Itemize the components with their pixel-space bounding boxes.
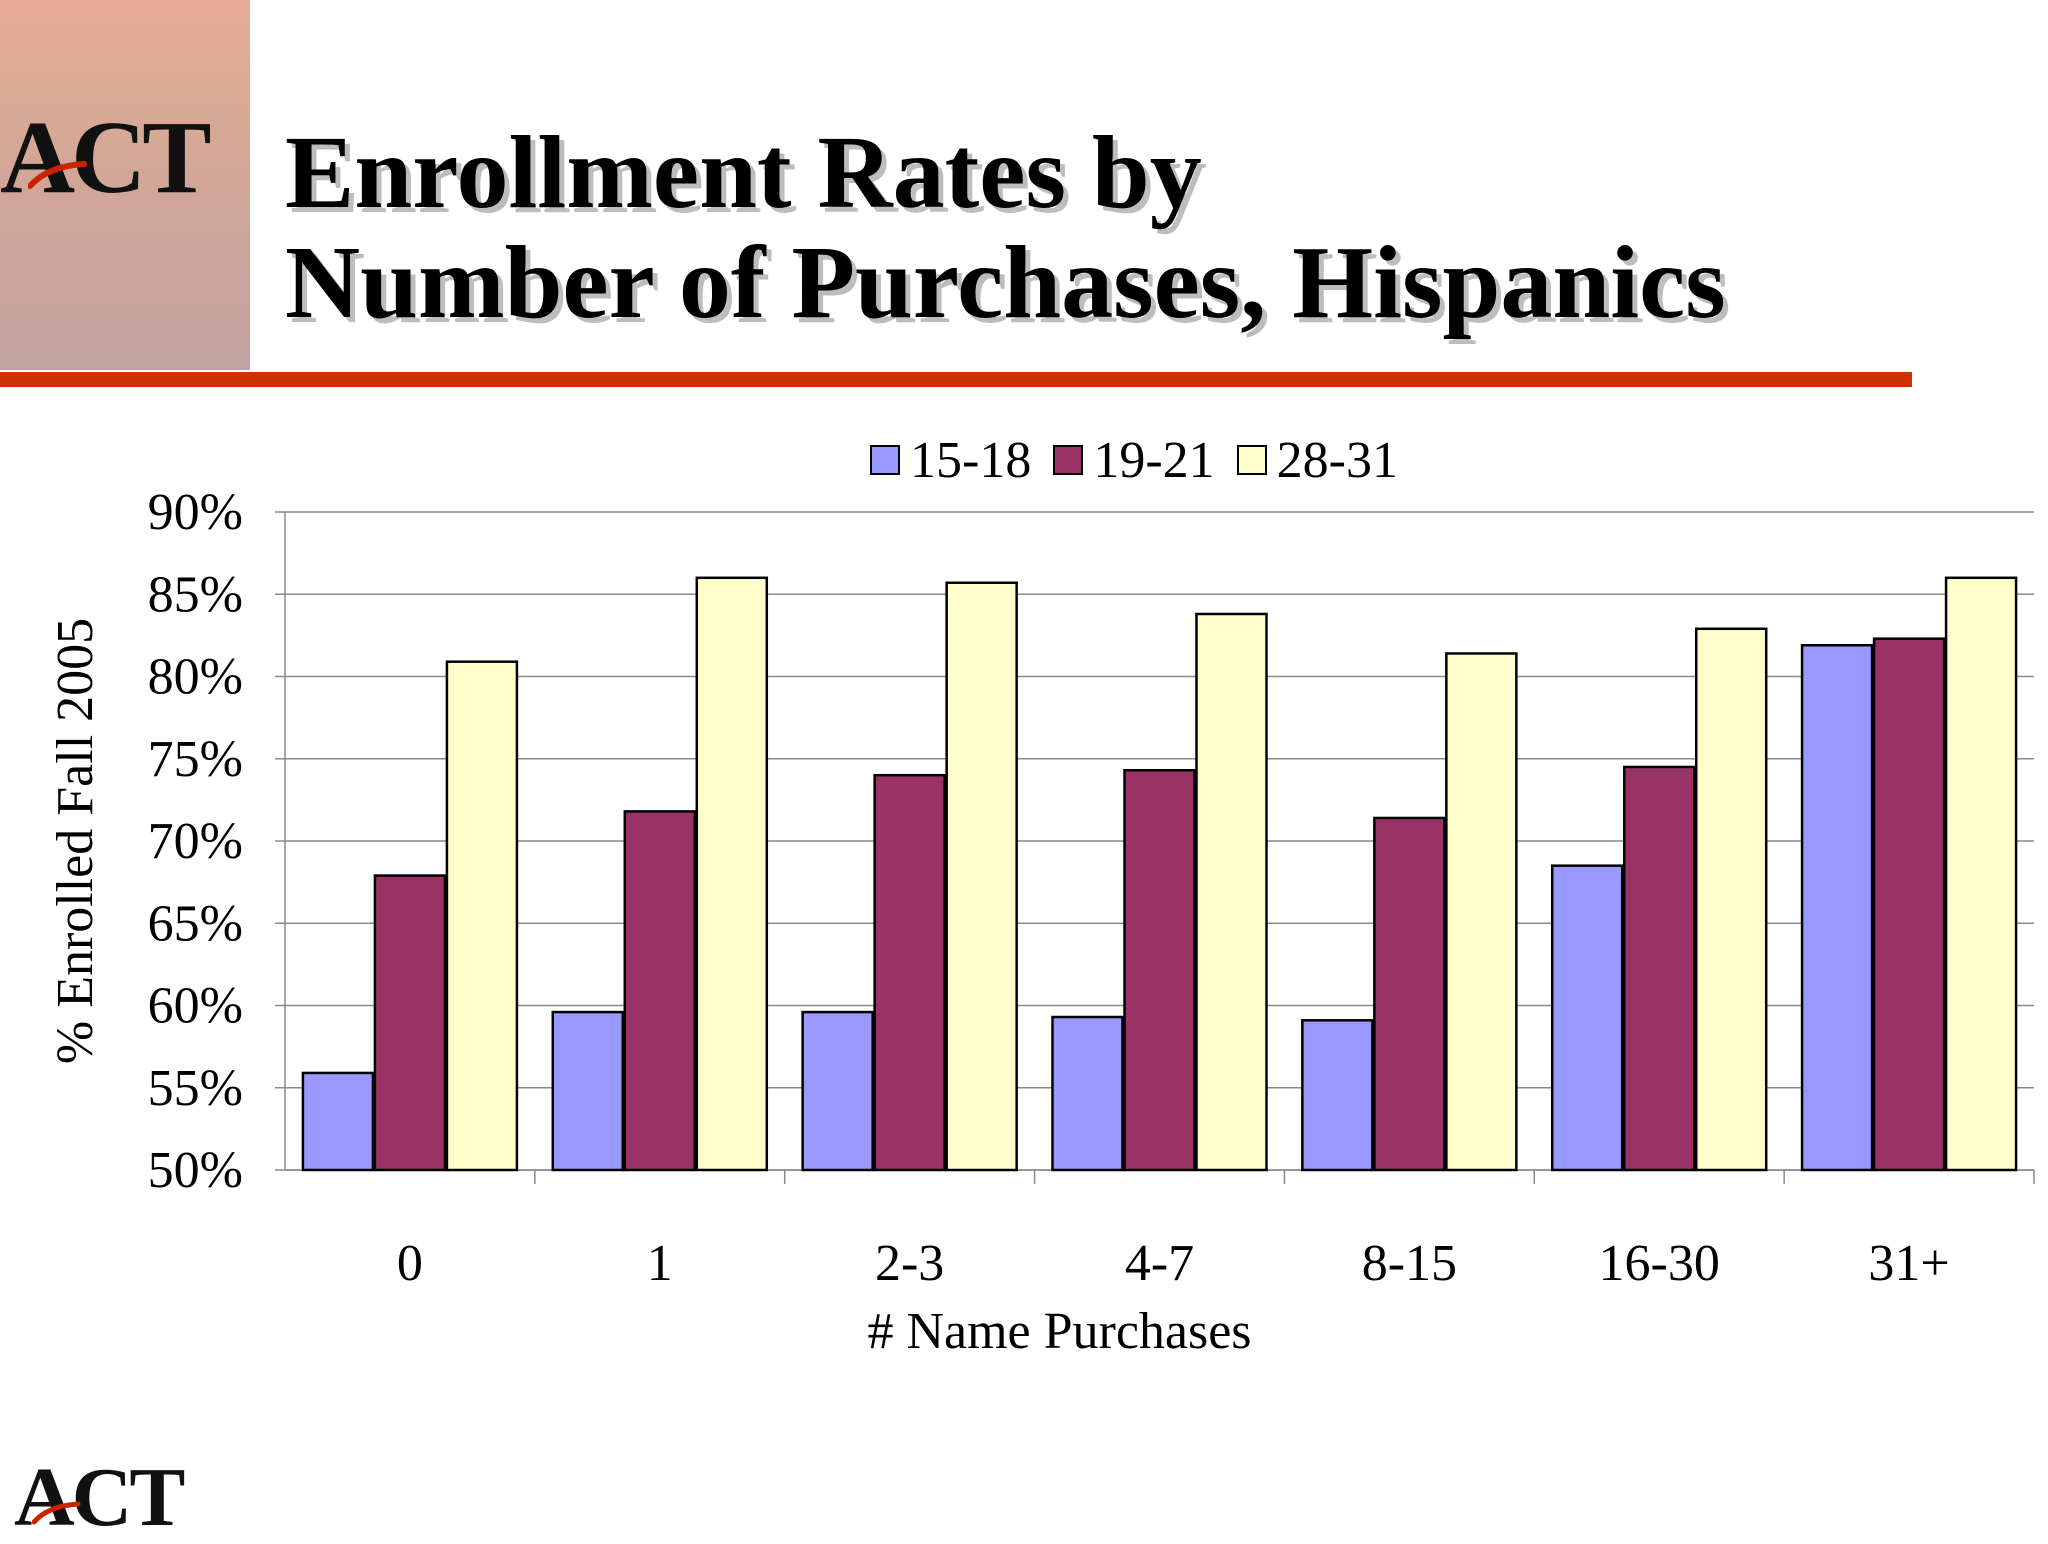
y-tick-label: 60%	[148, 978, 243, 1035]
bar-28-31-31+	[1944, 576, 2018, 1172]
y-tick-label: 90%	[148, 484, 243, 541]
bar-28-31-4-7	[1195, 612, 1268, 1172]
logo-swoosh-icon-bottom	[32, 1501, 81, 1525]
bar-15-18-8-15	[1301, 1019, 1374, 1172]
act-logo-top: ACT	[0, 106, 250, 210]
logo-text-bottom: ACT	[14, 1451, 185, 1544]
bar-19-21-0	[373, 874, 447, 1172]
legend-swatch-15-18	[870, 445, 900, 475]
x-axis-label: # Name Purchases	[867, 1303, 1251, 1360]
bar-15-18-16-30	[1550, 864, 1624, 1172]
legend-item-15-18: 15-18	[870, 431, 1031, 490]
bar-19-21-16-30	[1622, 765, 1696, 1172]
logo-swoosh-icon	[28, 161, 87, 189]
bar-15-18-31+	[1800, 643, 1874, 1172]
page-title: Enrollment Rates by Number of Purchases,…	[285, 118, 1925, 338]
x-tick-label: 4-7	[1125, 1235, 1194, 1292]
bar-28-31-16-30	[1694, 627, 1768, 1172]
title-underline-rule	[0, 372, 1912, 387]
x-tick-label: 8-15	[1362, 1235, 1457, 1292]
bar-15-18-4-7	[1051, 1015, 1124, 1172]
bar-15-18-0	[301, 1071, 375, 1172]
bar-28-31-1	[695, 576, 769, 1172]
header-corner-panel	[0, 0, 250, 370]
bar-15-18-2-3	[801, 1010, 874, 1172]
x-tick-label: 2-3	[875, 1235, 944, 1292]
bar-19-21-31+	[1872, 637, 1946, 1172]
chart-legend: 15-18 19-21 28-31	[870, 430, 1398, 490]
legend-swatch-19-21	[1053, 445, 1084, 475]
legend-label-15-18: 15-18	[910, 431, 1032, 489]
title-line-1: Enrollment Rates by	[285, 115, 1202, 230]
bar-28-31-0	[445, 660, 519, 1172]
bar-19-21-1	[623, 810, 697, 1172]
y-axis-label: % Enrolled Fall 2005	[47, 618, 104, 1064]
y-tick-label: 80%	[148, 649, 243, 706]
x-tick-label: 0	[397, 1235, 423, 1292]
y-tick-label: 70%	[148, 813, 243, 870]
bar-19-21-8-15	[1373, 816, 1446, 1172]
y-tick-label: 50%	[148, 1142, 243, 1199]
x-tick-label: 1	[647, 1235, 673, 1292]
legend-item-28-31: 28-31	[1236, 431, 1398, 490]
y-tick-label: 75%	[148, 731, 243, 788]
y-tick-label: 85%	[148, 566, 243, 623]
x-tick-label: 16-30	[1599, 1235, 1720, 1292]
legend-item-19-21: 19-21	[1053, 431, 1215, 490]
legend-label-28-31: 28-31	[1276, 431, 1398, 489]
act-logo-bottom: ACT	[14, 1456, 264, 1540]
bar-19-21-2-3	[873, 773, 946, 1172]
y-tick-label: 55%	[148, 1060, 243, 1117]
legend-swatch-28-31	[1236, 445, 1267, 475]
y-tick-label: 65%	[148, 895, 243, 952]
bar-28-31-8-15	[1445, 652, 1518, 1172]
bar-28-31-2-3	[945, 581, 1018, 1172]
x-tick-label: 31+	[1868, 1235, 1949, 1292]
title-line-2: Number of Purchases, Hispanics	[285, 225, 1726, 340]
bar-chart: 50% 55% 60% 65% 70% 75% 80% 85% 90% 0 1 2-3 4-7 8-15 1…	[47, 484, 2035, 1360]
logo-text: ACT	[0, 100, 212, 215]
bar-15-18-1	[551, 1010, 625, 1172]
legend-label-19-21: 19-21	[1093, 431, 1215, 489]
bar-19-21-4-7	[1123, 769, 1196, 1172]
